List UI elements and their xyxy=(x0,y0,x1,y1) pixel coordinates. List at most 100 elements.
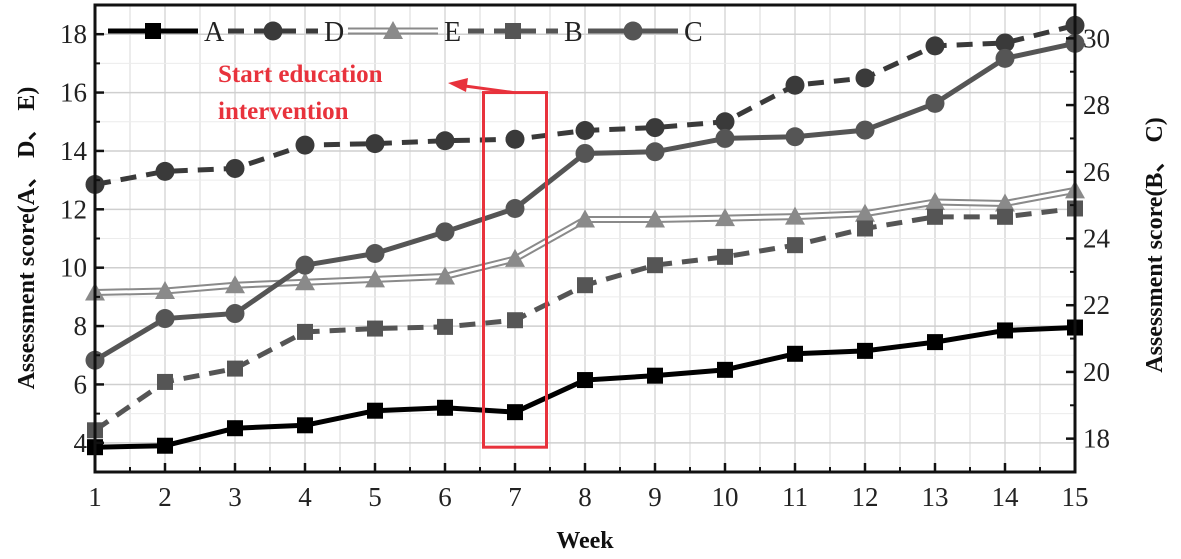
series-E-point xyxy=(645,209,665,228)
series-E-point xyxy=(575,209,595,228)
series-D-point xyxy=(925,36,945,56)
annotation-arrowhead xyxy=(448,78,468,92)
annotation-highlight-box xyxy=(482,91,548,449)
series-E-point xyxy=(855,203,875,222)
series-B-point xyxy=(297,323,313,340)
y-axis-right-title: Assessment score(B、 C) xyxy=(1142,117,1168,373)
series-C-point xyxy=(295,255,315,275)
series-A-point xyxy=(717,361,733,378)
annotation-text-line2: intervention xyxy=(218,98,349,125)
series-E-point xyxy=(785,206,805,225)
y-right-tick-label: 18 xyxy=(1083,424,1110,454)
annotation-text-line1: Start education xyxy=(218,61,383,88)
annotation-arrow xyxy=(464,84,514,95)
x-axis-title: Week xyxy=(556,528,614,554)
series-C-point xyxy=(925,93,945,113)
y-right-tick-label: 26 xyxy=(1083,157,1110,187)
series-E-point xyxy=(295,272,315,291)
series-A-point xyxy=(577,372,593,389)
series-C-point xyxy=(575,143,595,163)
series-D-point xyxy=(155,161,175,181)
series-D-point xyxy=(435,131,455,151)
y-left-tick-label: 14 xyxy=(60,136,88,166)
legend-item-B: B xyxy=(468,17,583,48)
legend-label-E: E xyxy=(444,17,461,48)
series-C-point xyxy=(645,142,665,162)
x-tick-label: 3 xyxy=(228,482,242,512)
series-A-point xyxy=(997,322,1013,339)
x-tick-label: 10 xyxy=(712,482,739,512)
series-B-point xyxy=(787,237,803,254)
series-D-point xyxy=(575,121,595,141)
x-tick-label: 15 xyxy=(1062,482,1089,512)
series-B-point xyxy=(157,373,173,390)
series-B-point xyxy=(507,312,523,329)
series-B-point xyxy=(227,360,243,377)
series-B-point xyxy=(717,248,733,265)
y-left-tick-label: 16 xyxy=(60,78,87,108)
x-tick-label: 9 xyxy=(648,482,662,512)
series-A-point xyxy=(157,437,173,454)
y-right-tick-label: 22 xyxy=(1083,290,1110,320)
legend-item-E: E xyxy=(348,17,461,48)
series-E-point xyxy=(155,281,175,300)
legend-item-C: C xyxy=(588,17,703,48)
series-E-point xyxy=(715,208,735,227)
series-D xyxy=(85,15,1085,195)
y-left-tick-label: 12 xyxy=(60,194,87,224)
series-C-point xyxy=(505,198,525,218)
series-layer xyxy=(85,15,1085,456)
series-D-point xyxy=(995,33,1015,53)
legend-marker-B xyxy=(505,23,521,39)
series-B-point xyxy=(857,220,873,237)
series-A-point xyxy=(297,417,313,434)
series-C-point xyxy=(855,120,875,140)
series-E-point xyxy=(995,193,1015,212)
legend-item-D: D xyxy=(228,17,344,48)
x-tick-label: 1 xyxy=(88,482,102,512)
series-A-point xyxy=(927,334,943,351)
legend-item-A: A xyxy=(108,17,225,48)
legend-label-A: A xyxy=(204,17,225,48)
series-C-point xyxy=(435,222,455,242)
x-tick-label: 14 xyxy=(992,482,1020,512)
series-E-point xyxy=(435,266,455,285)
y-right-tick-label: 28 xyxy=(1083,90,1110,120)
series-D-point xyxy=(365,134,385,154)
axes: 1 2 3 4 5 6 7 8 9 10 11 12 13 14 154681012141618182022… xyxy=(60,4,1111,512)
legend-marker-A xyxy=(145,23,161,39)
series-D-point xyxy=(785,75,805,95)
series-C-point xyxy=(155,309,175,329)
y-left-tick-label: 10 xyxy=(60,253,87,283)
legend-label-B: B xyxy=(564,17,583,48)
series-C-point xyxy=(225,304,245,324)
series-E-point xyxy=(925,192,945,211)
series-B-point xyxy=(647,257,663,274)
x-tick-label: 4 xyxy=(298,482,312,512)
series-A-point xyxy=(507,404,523,421)
x-tick-label: 7 xyxy=(508,482,522,512)
x-tick-label: 2 xyxy=(158,482,172,512)
x-tick-label: 5 xyxy=(368,482,382,512)
series-C-point xyxy=(995,48,1015,68)
series-A-point xyxy=(437,399,453,416)
series-B-point xyxy=(437,318,453,335)
series-B-point xyxy=(997,208,1013,225)
annotation: Start education intervention xyxy=(218,61,548,449)
x-tick-label: 6 xyxy=(438,482,452,512)
series-D-point xyxy=(225,158,245,178)
series-D-point xyxy=(855,68,875,88)
y-right-tick-label: 30 xyxy=(1083,23,1110,53)
y-left-tick-label: 8 xyxy=(74,311,88,341)
x-tick-label: 11 xyxy=(782,482,808,512)
legend-marker-C xyxy=(623,21,643,41)
series-D-point xyxy=(715,112,735,132)
legend-label-D: D xyxy=(324,17,344,48)
series-E-point xyxy=(225,275,245,294)
series-A-point xyxy=(227,420,243,437)
series-E-point xyxy=(365,269,385,288)
y-left-tick-label: 4 xyxy=(74,428,88,458)
series-A-point xyxy=(647,367,663,384)
